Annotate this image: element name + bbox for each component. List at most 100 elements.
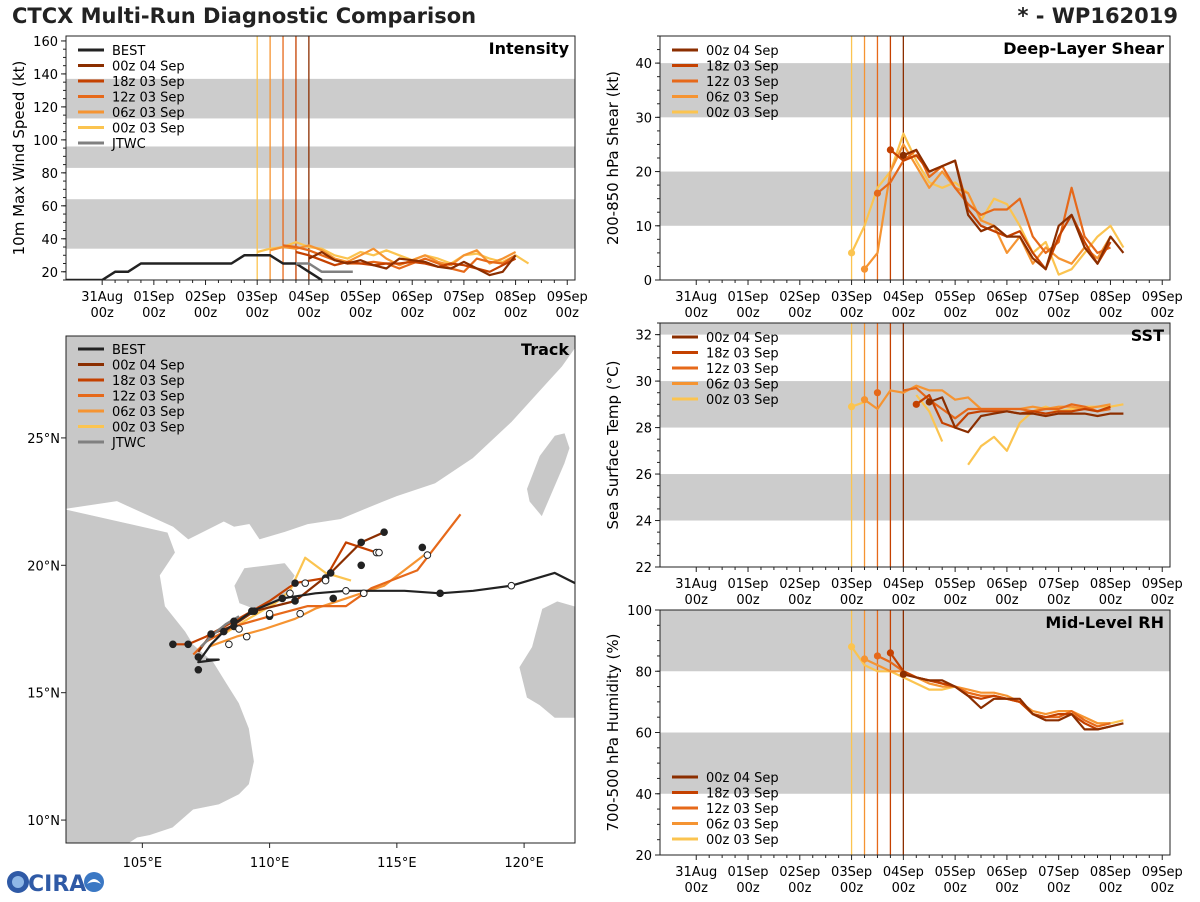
rh-ytick-label: 80	[635, 665, 652, 680]
rh-xtick-sublabel: 00z	[840, 881, 864, 896]
shear-xtick-sublabel: 00z	[840, 306, 864, 321]
intensity-xtick-label: 06Sep	[392, 290, 433, 305]
intensity-legend-label: 00z 04 Sep	[112, 60, 185, 75]
rh-xtick-sublabel: 00z	[892, 881, 916, 896]
sst-xtick-label: 01Sep	[727, 577, 768, 592]
track-legend-label: 00z 03 Sep	[112, 421, 185, 436]
sst-series-2	[903, 387, 1111, 420]
sst-xtick-sublabel: 00z	[685, 593, 709, 608]
intensity-xtick-sublabel: 00z	[401, 306, 425, 321]
sst-band	[660, 323, 1170, 335]
sst-frame	[659, 322, 1171, 568]
rh-ylabel: 700-500 hPa Humidity (%)	[604, 633, 622, 831]
intensity-xtick-sublabel: 00z	[142, 306, 166, 321]
sst-ylabel: Sea Surface Temp (°C)	[604, 360, 622, 529]
track-legend-label: 00z 04 Sep	[112, 359, 185, 374]
intensity-legend-label: BEST	[112, 44, 145, 59]
intensity-ytick-label: 60	[41, 200, 58, 215]
shear-legend-label: 00z 03 Sep	[706, 106, 779, 121]
track-lon-label: 105°E	[123, 856, 163, 871]
logo-wave	[87, 879, 101, 884]
rh-band	[660, 610, 1170, 672]
shear-xtick-label: 31Aug	[675, 290, 717, 305]
track-point-1	[184, 640, 192, 649]
track-best-point	[436, 589, 444, 598]
track-point-3	[296, 609, 304, 618]
track-point-0	[380, 528, 388, 536]
sst-plot	[660, 323, 1170, 567]
intensity-series-2	[282, 244, 517, 273]
track-point-3	[423, 551, 432, 559]
sst-xtick-sublabel: 00z	[1151, 593, 1175, 608]
intensity-series-3	[269, 244, 517, 267]
rh-xtick-label: 04Sep	[883, 865, 924, 880]
shear-xtick-label: 07Sep	[1038, 290, 1079, 305]
intensity-panel: 2040608010012014016031Aug00z01Sep00z02Se…	[10, 35, 588, 321]
track-point-0	[291, 597, 299, 605]
track-point-3	[225, 640, 233, 649]
track-best-point	[194, 665, 203, 674]
shear-ylabel: 200-850 hPa Shear (kt)	[604, 71, 622, 245]
track-point-4	[265, 609, 274, 618]
shear-series-start-3	[860, 265, 869, 273]
rh-xtick-label: 01Sep	[727, 865, 768, 880]
track-best-line	[197, 571, 575, 664]
track-point-1	[291, 579, 299, 587]
intensity-band	[66, 146, 575, 168]
sst-xtick-sublabel: 00z	[1047, 593, 1071, 608]
intensity-plot	[66, 36, 575, 280]
shear-title: Deep-Layer Shear	[1003, 39, 1164, 58]
intensity-xtick-label: 07Sep	[443, 290, 484, 305]
shear-ytick-label: 20	[635, 166, 652, 181]
track-series-2	[192, 513, 462, 656]
shear-ytick-label: 40	[635, 57, 652, 72]
shear-xtick-label: 06Sep	[986, 290, 1027, 305]
logo-globe-inner	[12, 876, 24, 888]
track-point-0	[207, 630, 215, 638]
rh-series-start-2	[873, 652, 882, 660]
rh-ytick-label: 100	[627, 604, 652, 619]
sst-band	[660, 474, 1170, 521]
shear-panel: 01020304031Aug00z01Sep00z02Sep00z03Sep00…	[604, 35, 1183, 321]
track-point-1	[169, 640, 177, 649]
rh-xtick-label: 03Sep	[831, 865, 872, 880]
track-best-point	[278, 594, 287, 603]
track-point-2	[194, 653, 203, 661]
shear-series-start-2	[873, 189, 882, 197]
rh-legend-label: 18z 03 Sep	[706, 787, 779, 802]
rh-ytick-label: 60	[635, 727, 652, 742]
sst-legend-label: 00z 04 Sep	[706, 331, 779, 346]
rh-xtick-label: 06Sep	[986, 865, 1027, 880]
track-point-2	[418, 543, 427, 552]
rh-xtick-sublabel: 00z	[736, 881, 760, 896]
sst-ytick-label: 22	[635, 561, 652, 576]
intensity-xtick-sublabel: 00z	[246, 306, 270, 321]
intensity-band	[66, 78, 575, 119]
track-lat-label: 15°N	[27, 687, 60, 702]
track-legend-label: BEST	[112, 343, 145, 358]
rh-xtick-sublabel: 00z	[1151, 881, 1175, 896]
shear-series-3	[863, 143, 1112, 270]
sst-ytick-label: 26	[635, 468, 652, 483]
intensity-xtick-label: 03Sep	[237, 290, 278, 305]
land-taiwan	[526, 432, 571, 518]
sst-xtick-label: 06Sep	[986, 577, 1027, 592]
intensity-xtick-sublabel: 00z	[194, 306, 218, 321]
track-legend-label: 18z 03 Sep	[112, 374, 185, 389]
track-best-point	[342, 586, 350, 595]
sst-ytick-label: 28	[635, 422, 652, 437]
sst-series-start-3	[860, 396, 869, 404]
shear-series-start-0	[899, 151, 907, 159]
sst-xtick-sublabel: 00z	[840, 593, 864, 608]
shear-ytick-label: 10	[635, 220, 652, 235]
sst-title: SST	[1131, 326, 1164, 345]
track-best-point	[247, 607, 256, 615]
track-point-0	[326, 569, 335, 577]
shear-legend-label: 12z 03 Sep	[706, 75, 779, 90]
intensity-xtick-sublabel: 00z	[452, 306, 476, 321]
intensity-xtick-sublabel: 00z	[349, 306, 373, 321]
rh-legend-label: 00z 03 Sep	[706, 833, 779, 848]
track-lon-label: 115°E	[377, 856, 417, 871]
rh-xtick-label: 09Sep	[1142, 865, 1183, 880]
